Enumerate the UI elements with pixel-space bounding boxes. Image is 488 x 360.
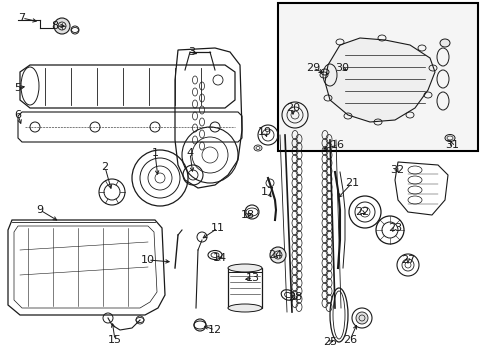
Text: 1: 1	[151, 148, 158, 158]
Text: 23: 23	[387, 223, 401, 233]
Text: 9: 9	[37, 205, 43, 215]
Circle shape	[355, 312, 367, 324]
Text: 10: 10	[141, 255, 155, 265]
Text: 19: 19	[257, 127, 271, 137]
Bar	[278, 3, 477, 151]
Text: 2: 2	[101, 162, 108, 172]
Text: 18: 18	[241, 210, 255, 220]
Text: 14: 14	[212, 253, 226, 263]
Text: 7: 7	[19, 13, 25, 23]
Text: 3: 3	[188, 47, 195, 57]
Ellipse shape	[439, 39, 449, 47]
Text: 25: 25	[322, 337, 336, 347]
Text: 16: 16	[330, 140, 345, 150]
Text: 32: 32	[389, 165, 403, 175]
Text: 4: 4	[186, 148, 193, 158]
Text: 22: 22	[354, 207, 368, 217]
Text: 31: 31	[444, 140, 458, 150]
Text: 30: 30	[334, 63, 348, 73]
Circle shape	[269, 247, 285, 263]
Polygon shape	[325, 38, 434, 122]
Bar	[227, 268, 262, 308]
Text: 17: 17	[261, 187, 274, 197]
Text: 28: 28	[287, 292, 302, 302]
Circle shape	[54, 18, 70, 34]
Text: 11: 11	[210, 223, 224, 233]
Text: 5: 5	[15, 83, 21, 93]
Text: 6: 6	[15, 110, 21, 120]
Text: 26: 26	[342, 335, 356, 345]
Text: 24: 24	[267, 250, 282, 260]
Text: 15: 15	[108, 335, 122, 345]
Text: 21: 21	[344, 178, 358, 188]
Text: 8: 8	[51, 21, 59, 31]
Text: 27: 27	[400, 255, 414, 265]
Ellipse shape	[227, 304, 262, 312]
Text: 12: 12	[207, 325, 222, 335]
Text: 13: 13	[245, 273, 260, 283]
Text: 29: 29	[305, 63, 320, 73]
Text: 20: 20	[285, 103, 300, 113]
Ellipse shape	[227, 264, 262, 272]
